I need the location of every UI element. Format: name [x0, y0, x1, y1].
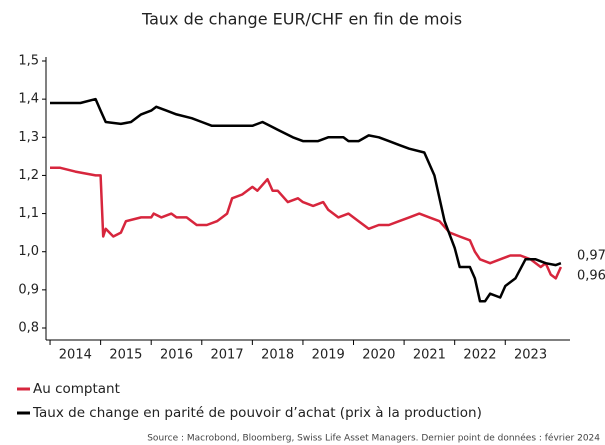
y-tick-label: 1,1: [18, 206, 39, 221]
source: Source : Macrobond, Bloomberg, Swiss Lif…: [147, 433, 600, 444]
series-line: [50, 166, 563, 280]
x-tick-label: 2021: [413, 348, 446, 363]
x-tick-label: 2015: [109, 348, 142, 363]
legend-label: Taux de change en parité de pouvoir d’ac…: [32, 405, 482, 421]
chart-title: Taux de change EUR/CHF en fin de mois: [141, 10, 462, 29]
x-tick-label: 2023: [514, 348, 547, 363]
y-tick-label: 1,3: [18, 130, 39, 145]
y-tick-label: 1,2: [18, 168, 39, 183]
series-line: [50, 97, 562, 303]
x-tick-label: 2016: [160, 348, 193, 363]
end-label: 0,96: [577, 269, 605, 284]
x-tick-label: 2020: [362, 348, 395, 363]
x-tick-label: 2018: [261, 348, 294, 363]
y-tick-label: 0,8: [18, 321, 39, 336]
y-tick-label: 1,5: [18, 54, 39, 69]
y-tick-label: 1,0: [18, 244, 39, 259]
y-tick-label: 1,4: [18, 92, 39, 107]
x-tick-label: 2014: [59, 348, 92, 363]
end-label: 0,97: [577, 249, 605, 264]
y-tick-label: 0,9: [18, 282, 39, 297]
x-tick-label: 2022: [463, 348, 496, 363]
legend-label: Au comptant: [33, 381, 120, 397]
x-tick-label: 2017: [211, 348, 244, 363]
x-tick-label: 2019: [312, 348, 345, 363]
